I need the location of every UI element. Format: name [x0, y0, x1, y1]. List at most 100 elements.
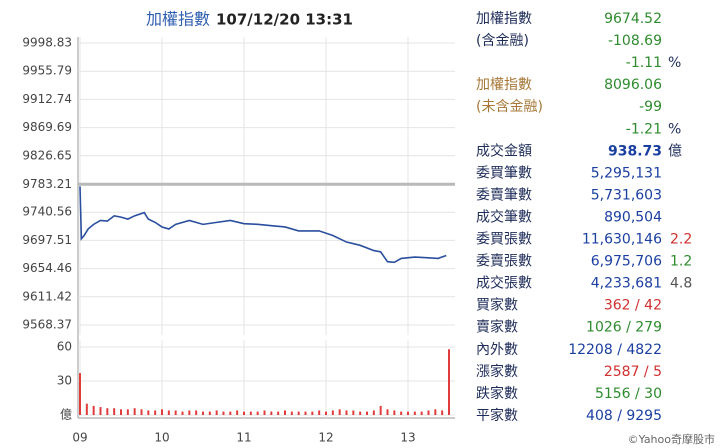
- volume-bar: [79, 373, 81, 415]
- quote-value: -1.11: [626, 55, 662, 71]
- volume-bar: [85, 403, 88, 415]
- volume-bar: [318, 410, 321, 415]
- quote-label: 漲家數: [476, 363, 518, 380]
- volume-bar: [256, 411, 259, 415]
- y-tick-label: 9869.69: [22, 120, 72, 134]
- volume-bar: [99, 407, 102, 415]
- volume-bar: [352, 410, 355, 415]
- quote-value: 11,630,146: [582, 232, 662, 248]
- volume-bar: [325, 411, 327, 415]
- volume-bar: [222, 411, 225, 415]
- volume-bar: [133, 408, 136, 415]
- quote-value: 5,295,131: [591, 165, 662, 181]
- quote-label: 成交張數: [476, 275, 532, 292]
- volume-bar: [372, 410, 375, 415]
- y-tick-label: 30: [57, 374, 72, 388]
- quote-label: 內外數: [476, 342, 518, 358]
- volume-bar: [386, 409, 389, 415]
- quote-value: 9674.52: [604, 11, 662, 27]
- quote-value: 938.73: [608, 143, 662, 159]
- quote-value: 4,233,681: [591, 276, 662, 292]
- price-line: [79, 186, 447, 264]
- volume-bar: [345, 410, 348, 415]
- quote-value: 8096.06: [604, 77, 662, 93]
- quote-value: 1026 / 279: [586, 320, 662, 336]
- y-tick-label: 60: [57, 340, 72, 354]
- volume-bar: [140, 409, 143, 415]
- quote-unit: %: [668, 55, 681, 71]
- quote-value: -108.69: [608, 33, 662, 49]
- volume-bar: [106, 408, 109, 415]
- volume-bar: [263, 410, 266, 415]
- volume-bar: [434, 409, 437, 415]
- volume-bar: [174, 410, 177, 415]
- volume-bar: [427, 410, 430, 415]
- volume-bar: [249, 411, 252, 415]
- volume-bar: [120, 409, 122, 415]
- volume-bar: [441, 410, 444, 415]
- chart-title: 加權指數: [146, 10, 210, 29]
- quote-label: 委買筆數: [476, 165, 532, 181]
- x-tick-label: 10: [154, 431, 169, 445]
- y-tick-label: 億: [60, 408, 72, 422]
- quote-value: 5,731,603: [591, 187, 662, 203]
- x-tick-label: 09: [72, 431, 87, 445]
- volume-bar: [270, 411, 273, 415]
- volume-bar: [366, 411, 368, 415]
- quote-value: -99: [639, 99, 662, 115]
- x-tick-label: 11: [236, 431, 251, 445]
- volume-bar: [236, 410, 239, 415]
- volume-bar: [113, 408, 116, 415]
- volume-bar: [161, 409, 163, 415]
- volume-bar: [304, 411, 307, 415]
- quote-value: 890,504: [604, 209, 662, 225]
- quote-label: (未含金融): [476, 99, 543, 115]
- quote-ratio: 1.2: [670, 254, 692, 270]
- quote-value: 6,975,706: [591, 254, 662, 270]
- quote-label: 成交金額: [476, 142, 532, 159]
- volume-bar: [208, 411, 211, 415]
- volume-bar: [181, 411, 184, 415]
- volume-bar: [154, 410, 157, 415]
- volume-bar: [243, 411, 245, 415]
- volume-bar: [202, 411, 204, 415]
- volume-bar: [448, 349, 450, 415]
- quote-label: 委買張數: [476, 232, 532, 248]
- quote-label: 賣家數: [476, 319, 518, 336]
- quote-value: 12208 / 4822: [568, 342, 662, 358]
- quote-label: 加權指數: [476, 11, 532, 27]
- y-tick-label: 9740.56: [22, 205, 72, 219]
- quote-label: 平家數: [476, 407, 518, 424]
- volume-bar: [359, 411, 362, 415]
- quote-value: -1.21: [626, 121, 662, 137]
- chart-datetime: 107/12/20 13:31: [216, 11, 353, 29]
- quote-value: 408 / 9295: [586, 408, 662, 424]
- quote-unit: %: [668, 121, 681, 137]
- y-tick-label: 9568.37: [22, 318, 72, 332]
- quote-label: 委賣張數: [476, 254, 532, 270]
- quote-ratio: 4.8: [670, 276, 692, 292]
- x-tick-label: 12: [318, 431, 333, 445]
- volume-bar: [229, 411, 232, 415]
- quote-value: 2587 / 5: [604, 364, 662, 380]
- quote-value: 362 / 42: [604, 298, 662, 314]
- volume-bar: [195, 410, 198, 415]
- y-tick-label: 9654.46: [22, 261, 72, 275]
- volume-bar: [338, 409, 341, 415]
- volume-bar: [215, 410, 218, 415]
- y-tick-label: 9611.42: [22, 289, 72, 303]
- volume-bar: [297, 411, 300, 415]
- volume-bar: [147, 410, 150, 415]
- footer: ©Yahoo奇摩股市: [628, 432, 715, 446]
- quote-label: 委賣筆數: [476, 187, 532, 203]
- quote-ratio: 2.2: [670, 232, 692, 248]
- quote-label: 加權指數: [476, 77, 532, 93]
- volume-bar: [393, 410, 396, 415]
- volume-bar: [284, 410, 286, 415]
- volume-bar: [413, 411, 416, 415]
- quote-value: 5156 / 30: [595, 386, 662, 402]
- x-tick-label: 13: [400, 431, 415, 445]
- quote-label: 成交筆數: [476, 208, 532, 225]
- volume-bar: [126, 409, 129, 415]
